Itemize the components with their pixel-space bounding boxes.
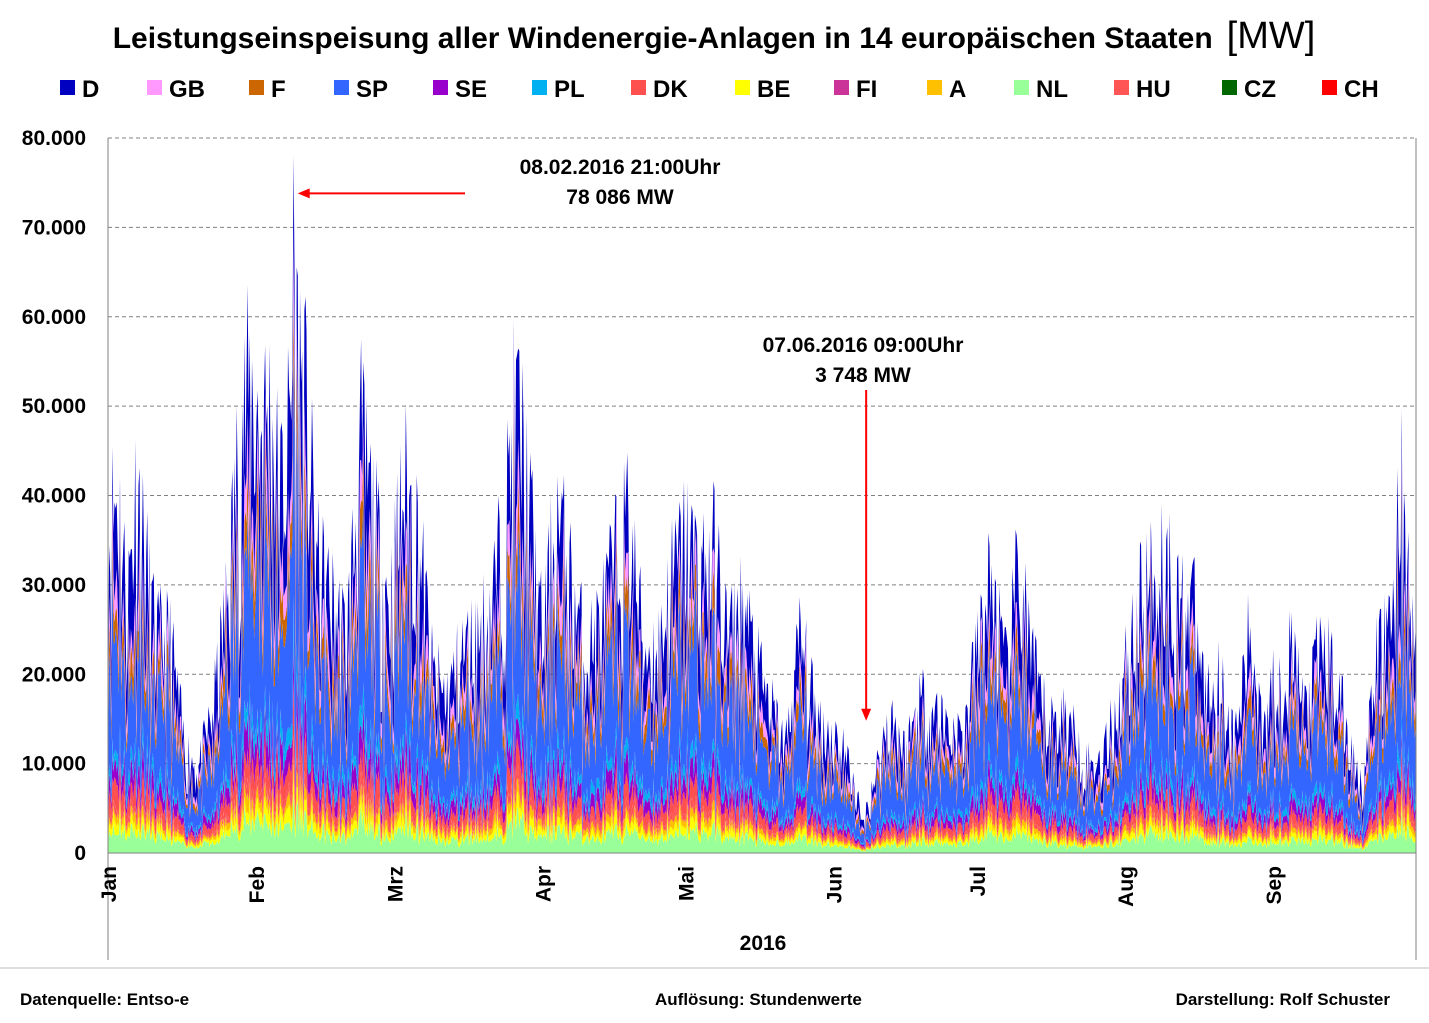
annotation-max-line1: 08.02.2016 21:00Uhr — [520, 156, 721, 179]
legend-label: A — [949, 76, 966, 103]
legend-item-cz: CZ — [1222, 76, 1276, 103]
legend-swatch — [834, 80, 849, 95]
area-nl — [108, 791, 1416, 853]
footer-resolution: Auflösung: Stundenwerte — [655, 990, 862, 1009]
legend-swatch — [147, 80, 162, 95]
legend-item-f: F — [249, 76, 286, 103]
legend-swatch — [249, 80, 264, 95]
x-tick-label: Jul — [967, 866, 990, 896]
area-d — [108, 155, 1416, 841]
x-tick-label: Feb — [246, 866, 269, 903]
annotation-max-arrowhead — [297, 188, 310, 199]
legend-label: NL — [1036, 76, 1068, 103]
x-tick-label: Apr — [532, 866, 555, 902]
x-tick-label: Jun — [824, 866, 847, 903]
legend-label: SP — [356, 76, 388, 103]
legend-swatch — [334, 80, 349, 95]
x-tick-label: Sep — [1263, 866, 1286, 905]
legend-item-pl: PL — [532, 76, 585, 103]
legend-item-se: SE — [433, 76, 487, 103]
annotations: 08.02.2016 21:00Uhr 78 086 MW 07.06.2016… — [297, 156, 964, 721]
legend-label: PL — [554, 76, 585, 103]
y-tick-label: 70.000 — [22, 216, 86, 239]
legend-label: D — [82, 76, 99, 103]
legend-swatch — [735, 80, 750, 95]
area-sp — [108, 348, 1416, 848]
legend-swatch — [927, 80, 942, 95]
x-tick-label: Jan — [98, 866, 121, 902]
legend-label: BE — [757, 76, 790, 103]
footer-source: Datenquelle: Entso-e — [20, 990, 189, 1009]
legend-item-a: A — [927, 76, 966, 103]
area-f — [108, 292, 1416, 844]
annotation-min-line1: 07.06.2016 09:00Uhr — [763, 334, 964, 357]
y-tick-label: 20.000 — [22, 663, 86, 686]
legend-item-sp: SP — [334, 76, 388, 103]
annotation-min-line2: 3 748 MW — [815, 364, 911, 387]
chart-title-unit: [MW] — [1227, 15, 1316, 57]
legend-item-gb: GB — [147, 76, 205, 103]
y-tick-label: 10.000 — [22, 753, 86, 776]
legend-label: FI — [856, 76, 877, 103]
legend-item-fi: FI — [834, 76, 877, 103]
chart-title-text: Leistungseinspeisung aller Windenergie-A… — [113, 22, 1213, 55]
legend-label: CH — [1344, 76, 1379, 103]
area-gb — [108, 230, 1416, 843]
area-a — [108, 755, 1416, 852]
x-axis-label: 2016 — [740, 932, 787, 955]
chart-title: Leistungseinspeisung aller Windenergie-A… — [113, 15, 1316, 57]
legend-label: F — [271, 76, 286, 103]
legend-item-be: BE — [735, 76, 790, 103]
legend-label: HU — [1136, 76, 1171, 103]
legend-swatch — [1322, 80, 1337, 95]
x-axis-ticks: Jan Feb Mrz Apr Mai Jun Jul Aug Sep — [98, 866, 1286, 907]
axes — [107, 138, 1417, 960]
y-tick-label: 60.000 — [22, 306, 86, 329]
legend-item-d: D — [60, 76, 99, 103]
stacked-areas — [108, 155, 1416, 853]
legend-item-hu: HU — [1114, 76, 1171, 103]
legend-swatch — [532, 80, 547, 95]
y-tick-label: 40.000 — [22, 485, 86, 508]
x-tick-label: Mai — [676, 866, 699, 901]
legend-item-ch: CH — [1322, 76, 1379, 103]
y-tick-label: 30.000 — [22, 574, 86, 597]
y-tick-label: 80.000 — [22, 127, 86, 150]
annotation-max-line2: 78 086 MW — [566, 186, 674, 209]
legend-swatch — [433, 80, 448, 95]
legend-label: SE — [455, 76, 487, 103]
legend-label: GB — [169, 76, 205, 103]
legend: D GB F SP SE PL DK BE FI A NL HU CZ CH — [60, 76, 1379, 103]
footer-author: Darstellung: Rolf Schuster — [1176, 990, 1391, 1009]
legend-label: CZ — [1244, 76, 1276, 103]
annotation-min-arrowhead — [861, 708, 872, 721]
area-hu — [108, 735, 1416, 851]
legend-label: DK — [653, 76, 688, 103]
legend-item-dk: DK — [631, 76, 688, 103]
y-axis-ticks: 0 10.000 20.000 30.000 40.000 50.000 60.000 70.… — [22, 127, 86, 865]
x-tick-label: Mrz — [384, 866, 407, 902]
legend-swatch — [1014, 80, 1029, 95]
legend-swatch — [1114, 80, 1129, 95]
x-tick-label: Aug — [1115, 866, 1138, 907]
legend-item-nl: NL — [1014, 76, 1068, 103]
y-tick-label: 0 — [74, 842, 86, 865]
legend-swatch — [60, 80, 75, 95]
y-tick-label: 50.000 — [22, 395, 86, 418]
legend-swatch — [631, 80, 646, 95]
area-be — [108, 769, 1416, 852]
legend-swatch — [1222, 80, 1237, 95]
